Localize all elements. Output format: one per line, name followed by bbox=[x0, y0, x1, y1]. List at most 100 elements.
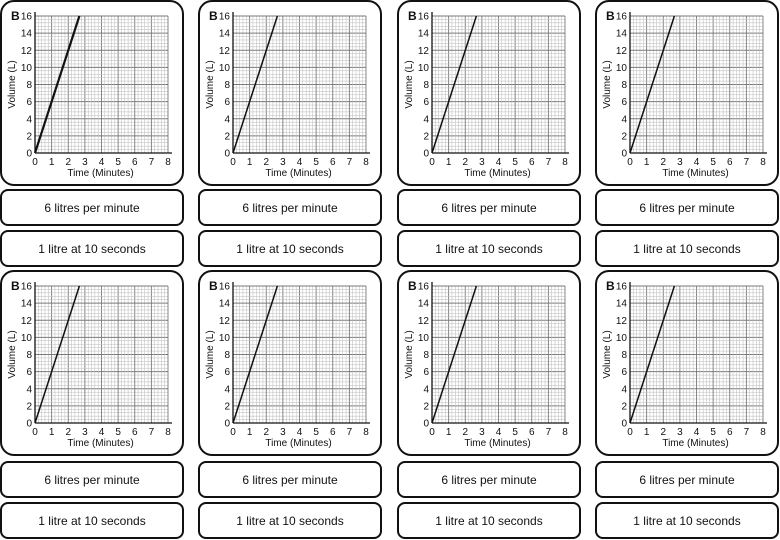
x-tick-label: 7 bbox=[744, 157, 750, 168]
x-tick-label: 7 bbox=[347, 427, 353, 438]
y-tick-label: 4 bbox=[621, 114, 627, 125]
rate-card-text: 6 litres per minute bbox=[639, 200, 735, 215]
series-line bbox=[34, 285, 81, 424]
x-tick-label: 5 bbox=[512, 427, 518, 438]
point-card-text: 1 litre at 10 seconds bbox=[633, 241, 741, 256]
y-tick-label: 14 bbox=[219, 299, 231, 310]
rate-card-4[interactable]: 6 litres per minute bbox=[595, 189, 779, 226]
point-card-2[interactable]: 1 litre at 10 seconds bbox=[198, 230, 382, 267]
graph-card-5[interactable]: 0 1 2 3 4 5 6 7 8 0 2 4 6 8 10 12 14 16 Time (Minutes) Volu… bbox=[0, 270, 184, 456]
x-tick-label: 2 bbox=[660, 157, 666, 168]
x-tick-label: 2 bbox=[263, 427, 269, 438]
y-tick-label: 2 bbox=[621, 131, 627, 142]
point-card-6[interactable]: 1 litre at 10 seconds bbox=[198, 502, 382, 539]
graph-card-2[interactable]: 0 1 2 3 4 5 6 7 8 0 2 4 6 8 10 12 14 16 Time (Minutes) Volu… bbox=[198, 0, 382, 186]
y-tick-label: 10 bbox=[418, 63, 430, 74]
grid bbox=[431, 15, 566, 154]
y-tick-label: 6 bbox=[423, 97, 429, 108]
x-tick-label: 1 bbox=[247, 427, 253, 438]
rate-card-6[interactable]: 6 litres per minute bbox=[198, 461, 382, 498]
x-tick-label: 3 bbox=[479, 157, 485, 168]
x-tick-label: 2 bbox=[462, 427, 468, 438]
rate-card-1[interactable]: 6 litres per minute bbox=[0, 189, 184, 226]
x-tick-label: 1 bbox=[446, 157, 452, 168]
x-tick-label: 1 bbox=[49, 157, 55, 168]
y-tick-label: 14 bbox=[616, 29, 628, 40]
y-tick-label: 2 bbox=[26, 401, 32, 412]
y-tick-label: 14 bbox=[616, 299, 628, 310]
y-tick-label: 0 bbox=[224, 419, 230, 430]
y-tick-label: 6 bbox=[224, 97, 230, 108]
x-tick-label: 5 bbox=[313, 427, 319, 438]
y-tick-label: 12 bbox=[21, 316, 33, 327]
rate-card-text: 6 litres per minute bbox=[44, 472, 140, 487]
x-tick-label: 7 bbox=[546, 427, 552, 438]
graph-card-6[interactable]: 0 1 2 3 4 5 6 7 8 0 2 4 6 8 10 12 14 16 Time (Minutes) Volu… bbox=[198, 270, 382, 456]
x-tick-label: 4 bbox=[99, 157, 105, 168]
y-tick-label: 6 bbox=[621, 367, 627, 378]
x-tick-label: 0 bbox=[627, 427, 633, 438]
point-card-4[interactable]: 1 litre at 10 seconds bbox=[595, 230, 779, 267]
y-tick-label: 4 bbox=[26, 114, 32, 125]
y-tick-label: 2 bbox=[423, 401, 429, 412]
rate-card-5[interactable]: 6 litres per minute bbox=[0, 461, 184, 498]
grid bbox=[629, 285, 764, 424]
series-line bbox=[629, 285, 676, 424]
y-axis-label: Volume (L) bbox=[7, 330, 18, 378]
rate-card-8[interactable]: 6 litres per minute bbox=[595, 461, 779, 498]
y-tick-label: 4 bbox=[224, 384, 230, 395]
x-tick-label: 3 bbox=[677, 157, 683, 168]
y-tick-label: 8 bbox=[621, 350, 627, 361]
x-tick-label: 1 bbox=[644, 427, 650, 438]
graph-card-8[interactable]: 0 1 2 3 4 5 6 7 8 0 2 4 6 8 10 12 14 16 Time (Minutes) Volu… bbox=[595, 270, 779, 456]
card-badge: B bbox=[408, 9, 417, 23]
grid bbox=[232, 15, 367, 154]
y-tick-label: 8 bbox=[224, 80, 230, 91]
y-tick-label: 0 bbox=[423, 419, 429, 430]
y-tick-label: 0 bbox=[224, 149, 230, 160]
x-tick-label: 8 bbox=[562, 427, 568, 438]
point-card-8[interactable]: 1 litre at 10 seconds bbox=[595, 502, 779, 539]
card-badge: B bbox=[209, 9, 218, 23]
point-card-5[interactable]: 1 litre at 10 seconds bbox=[0, 502, 184, 539]
x-tick-label: 7 bbox=[149, 157, 155, 168]
x-tick-label: 2 bbox=[263, 157, 269, 168]
graph-card-7[interactable]: 0 1 2 3 4 5 6 7 8 0 2 4 6 8 10 12 14 16 Time (Minutes) Volu… bbox=[397, 270, 581, 456]
y-tick-label: 12 bbox=[219, 316, 231, 327]
y-tick-label: 2 bbox=[423, 131, 429, 142]
y-axis-label: Volume (L) bbox=[7, 60, 18, 108]
x-tick-label: 7 bbox=[149, 427, 155, 438]
x-tick-label: 8 bbox=[760, 157, 766, 168]
point-card-3[interactable]: 1 litre at 10 seconds bbox=[397, 230, 581, 267]
rate-card-7[interactable]: 6 litres per minute bbox=[397, 461, 581, 498]
y-tick-label: 16 bbox=[418, 282, 430, 293]
point-card-7[interactable]: 1 litre at 10 seconds bbox=[397, 502, 581, 539]
rate-card-text: 6 litres per minute bbox=[242, 200, 338, 215]
y-tick-label: 14 bbox=[21, 29, 33, 40]
y-tick-label: 16 bbox=[616, 12, 628, 23]
y-axis-label: Volume (L) bbox=[602, 330, 613, 378]
y-tick-label: 4 bbox=[423, 114, 429, 125]
x-tick-label: 4 bbox=[694, 427, 700, 438]
point-card-text: 1 litre at 10 seconds bbox=[236, 241, 344, 256]
graph-card-4[interactable]: 0 1 2 3 4 5 6 7 8 0 2 4 6 8 10 12 14 16 Time (Minutes) Volu… bbox=[595, 0, 779, 186]
y-tick-label: 8 bbox=[26, 350, 32, 361]
rate-card-2[interactable]: 6 litres per minute bbox=[198, 189, 382, 226]
y-tick-label: 16 bbox=[21, 282, 33, 293]
graph-card-3[interactable]: 0 1 2 3 4 5 6 7 8 0 2 4 6 8 10 12 14 16 Time (Minutes) Volu… bbox=[397, 0, 581, 186]
y-tick-label: 6 bbox=[26, 367, 32, 378]
rate-card-3[interactable]: 6 litres per minute bbox=[397, 189, 581, 226]
rate-card-text: 6 litres per minute bbox=[441, 472, 537, 487]
graph-card-1[interactable]: 0 1 2 3 4 5 6 7 8 0 2 4 6 8 10 12 14 16 Time (Minutes) Volu… bbox=[0, 0, 184, 186]
y-tick-label: 10 bbox=[616, 333, 628, 344]
y-tick-label: 14 bbox=[21, 299, 33, 310]
x-axis-label: Time (Minutes) bbox=[464, 168, 530, 179]
y-tick-label: 4 bbox=[423, 384, 429, 395]
grid bbox=[34, 15, 169, 154]
y-tick-label: 0 bbox=[26, 149, 32, 160]
point-card-1[interactable]: 1 litre at 10 seconds bbox=[0, 230, 184, 267]
x-tick-label: 6 bbox=[132, 157, 138, 168]
x-tick-label: 4 bbox=[99, 427, 105, 438]
